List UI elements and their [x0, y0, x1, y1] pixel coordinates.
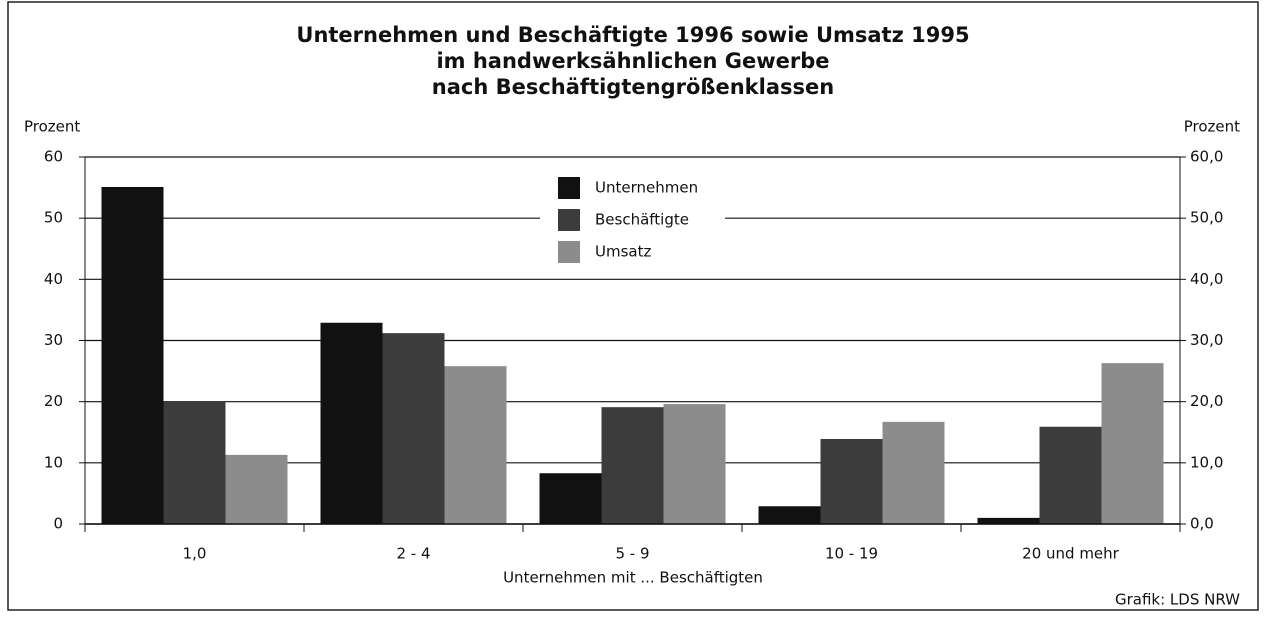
bar [382, 333, 445, 524]
frame [7, 1, 1259, 611]
y2-tick-label: 30,0 [1190, 331, 1223, 349]
bar [539, 473, 602, 524]
y2-tick-label: 50,0 [1190, 209, 1223, 227]
legend-label: Beschäftigte [595, 211, 689, 229]
x-tick-label: 5 - 9 [615, 545, 649, 563]
bar [663, 404, 726, 524]
chart-title: Unternehmen und Beschäftigte 1996 sowie … [296, 23, 969, 47]
y-tick-label: 30 [44, 331, 63, 349]
bar [225, 454, 288, 524]
x-tick-label: 10 - 19 [825, 545, 878, 563]
bar [163, 401, 226, 524]
y2-tick-label: 60,0 [1190, 148, 1223, 166]
bar [601, 407, 664, 524]
y-tick-label: 20 [44, 392, 63, 410]
bar [820, 438, 883, 524]
bar [882, 421, 945, 524]
y-axis-label: Prozent [24, 118, 80, 136]
x-tick-label: 2 - 4 [396, 545, 430, 563]
y-tick-label: 50 [44, 209, 63, 227]
bar [101, 186, 164, 524]
bar [444, 366, 507, 524]
y2-tick-label: 0,0 [1190, 515, 1214, 533]
y2-tick-label: 20,0 [1190, 392, 1223, 410]
legend-swatch [558, 241, 580, 263]
bar [320, 322, 383, 524]
legend-label: Unternehmen [595, 179, 698, 197]
chart-title: im handwerksähnlichen Gewerbe [436, 49, 829, 73]
bar [1101, 363, 1164, 524]
legend-label: Umsatz [595, 243, 651, 261]
x-tick-label: 20 und mehr [1022, 545, 1120, 563]
y-tick-label: 40 [44, 270, 63, 288]
bar [977, 517, 1040, 524]
bar [1039, 426, 1102, 524]
x-tick-label: 1,0 [183, 545, 207, 563]
y2-tick-label: 10,0 [1190, 453, 1223, 471]
y2-tick-label: 40,0 [1190, 270, 1223, 288]
legend-swatch [558, 209, 580, 231]
y-tick-label: 10 [44, 453, 63, 471]
legend-swatch [558, 177, 580, 199]
y-tick-label: 60 [44, 148, 63, 166]
bar [758, 506, 821, 524]
y2-axis-label: Prozent [1184, 118, 1240, 136]
x-axis-label: Unternehmen mit ... Beschäftigten [503, 569, 763, 587]
source: Grafik: LDS NRW [1115, 591, 1240, 609]
chart-title: nach Beschäftigtengrößenklassen [432, 75, 834, 99]
y-tick-label: 0 [53, 515, 63, 533]
